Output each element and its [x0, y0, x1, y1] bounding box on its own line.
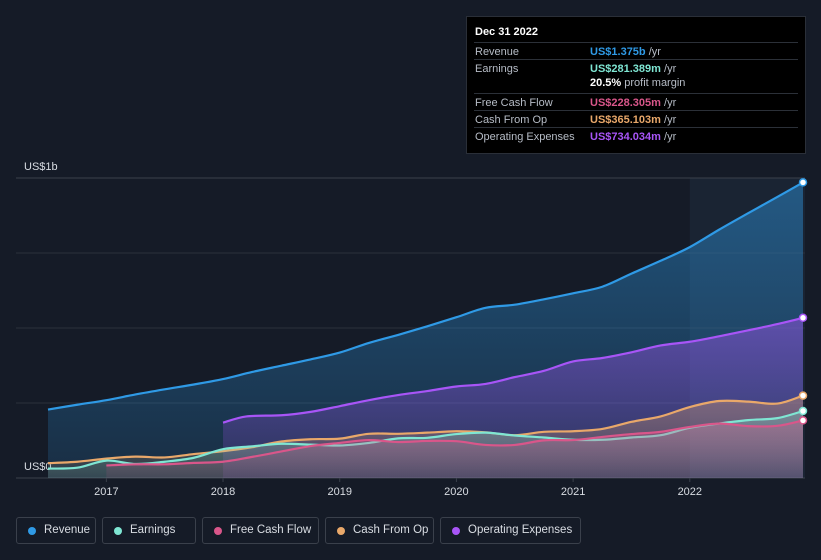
y-axis-top-label: US$1b — [24, 161, 58, 173]
cash-from-op-dot-icon — [337, 527, 345, 535]
tooltip-row-cash-from-op: Cash From Op US$365.103m /yr — [474, 110, 798, 128]
tooltip-value: US$1.375b — [590, 46, 646, 58]
x-tick-label: 2018 — [211, 486, 235, 498]
legend-label: Free Cash Flow — [230, 524, 312, 536]
revenue-dot-icon — [28, 527, 36, 535]
profit-margin-value: 20.5% — [590, 77, 622, 89]
tooltip-row-earnings: Earnings US$281.389m /yr — [474, 59, 798, 77]
free-cash-flow-dot-icon — [214, 527, 222, 535]
legend-item-revenue[interactable]: Revenue — [16, 517, 96, 544]
operating-expenses-line — [222, 316, 804, 424]
earnings-dot-icon — [114, 527, 122, 535]
tooltip-value: US$228.305m — [590, 97, 661, 109]
tooltip-value: US$365.103m — [590, 114, 661, 126]
tooltip-suffix: /yr — [664, 114, 677, 126]
data-tooltip: Dec 31 2022 Revenue US$1.375b /yr Earnin… — [466, 16, 806, 154]
tooltip-row-free-cash-flow: Free Cash Flow US$228.305m /yr — [474, 93, 798, 111]
tooltip-suffix: /yr — [648, 46, 661, 58]
profit-margin-label: profit margin — [624, 77, 686, 89]
tooltip-value: US$734.034m — [590, 131, 661, 143]
tooltip-label: Operating Expenses — [475, 131, 575, 143]
operating-expenses-end-point — [798, 313, 808, 323]
cash-from-op-line — [47, 394, 804, 465]
x-tick-label: 2022 — [678, 486, 702, 498]
tooltip-label: Revenue — [475, 46, 520, 58]
y-axis-bottom-label: US$0 — [24, 461, 52, 473]
tooltip-suffix: /yr — [664, 97, 677, 109]
tooltip-value: US$281.389m — [590, 63, 661, 75]
revenue-line — [47, 181, 804, 411]
tooltip-label: Cash From Op — [475, 114, 548, 126]
operating-expenses-dot-icon — [452, 527, 460, 535]
tooltip-suffix: /yr — [664, 131, 677, 143]
tooltip-suffix: /yr — [664, 63, 677, 75]
free-cash-flow-line — [106, 419, 804, 467]
legend-item-cash-from-op[interactable]: Cash From Op — [325, 517, 434, 544]
x-tick-label: 2021 — [561, 486, 585, 498]
legend-item-operating-expenses[interactable]: Operating Expenses — [440, 517, 581, 544]
tooltip-profit-margin: 20.5% profit margin — [590, 77, 685, 89]
legend-item-earnings[interactable]: Earnings — [102, 517, 196, 544]
legend-label: Operating Expenses — [468, 524, 573, 536]
earnings-end-point — [798, 406, 808, 416]
legend-label: Revenue — [44, 524, 91, 536]
tooltip-row-operating-expenses: Operating Expenses US$734.034m /yr — [474, 127, 798, 145]
tooltip-date: Dec 31 2022 — [475, 26, 538, 38]
legend-label: Earnings — [130, 524, 176, 536]
tooltip-row-revenue: Revenue US$1.375b /yr — [474, 42, 798, 60]
x-tick-label: 2017 — [94, 486, 118, 498]
cash-from-op-end-point — [798, 391, 808, 400]
free-cash-flow-end-point — [798, 416, 808, 425]
tooltip-label: Earnings — [475, 63, 519, 75]
x-tick-label: 2020 — [444, 486, 468, 498]
tooltip-label: Free Cash Flow — [475, 97, 553, 109]
legend-item-free-cash-flow[interactable]: Free Cash Flow — [202, 517, 319, 544]
revenue-end-point — [798, 178, 808, 187]
legend-label: Cash From Op — [353, 524, 429, 536]
x-tick-label: 2019 — [327, 486, 351, 498]
